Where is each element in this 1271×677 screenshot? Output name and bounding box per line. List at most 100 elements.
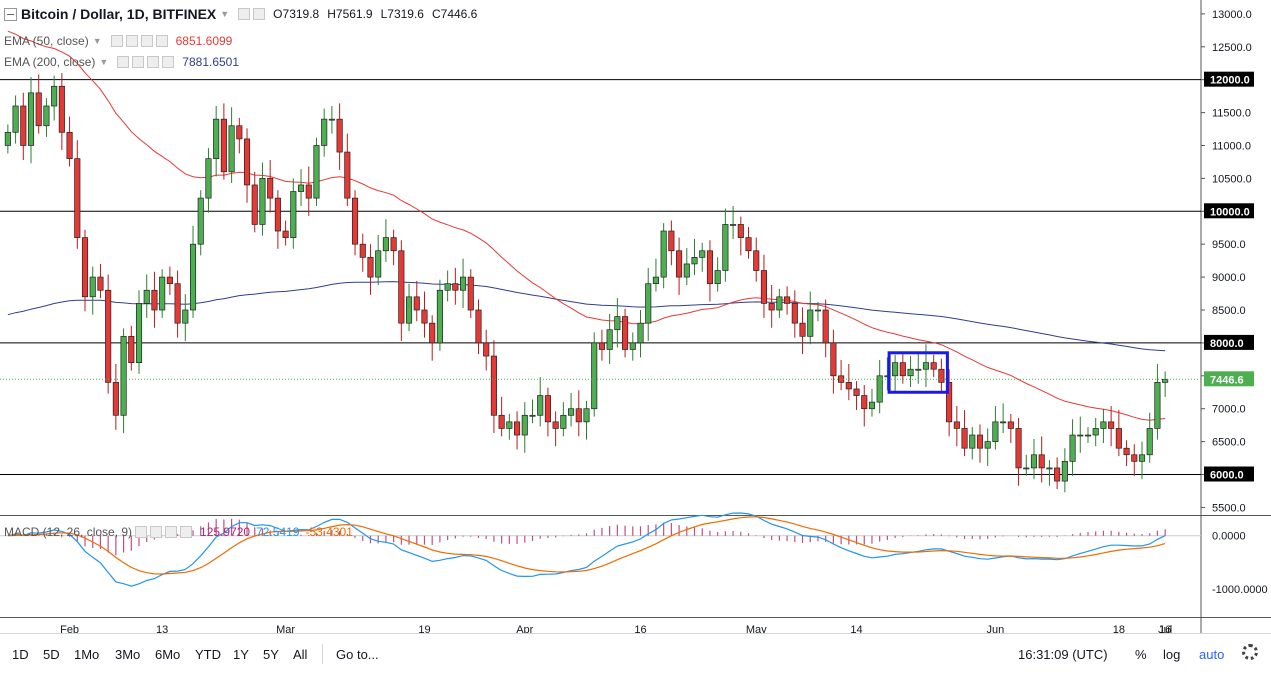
macd-label[interactable]: MACD (12, 26, close, 9)	[4, 525, 133, 539]
goto-button[interactable]: Go to...	[336, 647, 379, 662]
signal-line	[7, 516, 1166, 575]
candle	[560, 402, 567, 437]
ema50-label[interactable]: EMA (50, close)	[4, 34, 89, 48]
candle-body	[1100, 421, 1107, 429]
candle	[506, 413, 513, 440]
candle-body	[799, 322, 806, 337]
candle-body	[1046, 467, 1053, 470]
macd-legend[interactable]: MACD (12, 26, close, 9) 125.9720 72.5419…	[4, 525, 353, 539]
candle	[614, 298, 621, 348]
candle-body	[27, 92, 35, 146]
candle-body	[1162, 378, 1169, 383]
candle	[845, 363, 852, 401]
candle-body	[89, 276, 96, 298]
timeframe-all-button[interactable]: All	[293, 647, 308, 662]
candle	[722, 208, 729, 282]
chevron-down-icon[interactable]: ▼	[92, 36, 102, 46]
timeframe-1y-button[interactable]: 1Y	[233, 647, 249, 662]
close-icon[interactable]	[155, 35, 168, 47]
candle	[930, 354, 937, 378]
candle	[305, 166, 312, 216]
eye-icon[interactable]	[117, 56, 130, 68]
symbol-title[interactable]: Bitcoin / Dollar, 1D, BITFINEX	[21, 6, 217, 22]
gear-icon[interactable]	[132, 56, 145, 68]
candle	[676, 237, 683, 295]
macd-tick-label: -1000.0000	[1212, 584, 1268, 596]
candle-body	[544, 395, 551, 423]
candle-body	[328, 118, 335, 121]
candle-body	[351, 197, 359, 245]
candle-body	[1092, 428, 1099, 436]
ema50-line	[7, 30, 1166, 421]
candle	[58, 73, 65, 151]
collapse-icon[interactable]	[4, 7, 17, 21]
settings-gear-icon[interactable]	[1242, 644, 1258, 660]
close-icon[interactable]	[180, 526, 193, 538]
gear-icon[interactable]	[125, 35, 138, 47]
ema50-legend[interactable]: EMA (50, close) ▼ 6851.6099	[4, 34, 232, 48]
candle	[537, 377, 544, 427]
highlight-box	[887, 351, 949, 394]
plus-icon[interactable]	[165, 526, 178, 538]
chevron-down-icon[interactable]: ▼	[220, 9, 230, 19]
candle-body	[1000, 421, 1007, 424]
settings-icon[interactable]	[253, 8, 266, 20]
timeframe-ytd-button[interactable]: YTD	[195, 647, 221, 662]
candle-body	[992, 421, 999, 442]
candle	[946, 369, 953, 437]
candle-body	[236, 125, 243, 140]
timeframe-3mo-button[interactable]: 3Mo	[115, 647, 141, 662]
candle-body	[197, 197, 204, 245]
candle	[830, 329, 837, 394]
ema200-label[interactable]: EMA (200, close)	[4, 55, 96, 69]
visibility-icon[interactable]	[238, 8, 251, 20]
candle	[213, 106, 220, 177]
candle-body	[359, 243, 366, 258]
gear-icon[interactable]	[150, 526, 163, 538]
candle-body	[699, 250, 706, 258]
price-tick-label: 12500.0	[1212, 42, 1252, 54]
timeframe-5y-button[interactable]: 5Y	[263, 647, 279, 662]
candle	[166, 266, 173, 295]
ema200-legend[interactable]: EMA (200, close) ▼ 7881.6501	[4, 55, 239, 69]
plus-icon[interactable]	[140, 35, 153, 47]
candle	[668, 220, 675, 266]
plus-icon[interactable]	[147, 56, 160, 68]
close-icon[interactable]	[162, 56, 175, 68]
percent-toggle[interactable]: %	[1135, 647, 1147, 662]
candle-body	[645, 283, 652, 324]
candle-body	[753, 250, 760, 271]
candle	[436, 279, 443, 351]
candle-body	[892, 362, 899, 377]
candle-body	[984, 441, 991, 449]
candle	[174, 270, 181, 338]
price-tick-label: 6500.0	[1212, 437, 1246, 449]
candle-body	[120, 335, 127, 416]
eye-icon[interactable]	[135, 526, 148, 538]
low-label: L	[380, 7, 388, 21]
timeframe-5d-button[interactable]: 5D	[43, 647, 60, 662]
chevron-down-icon[interactable]: ▼	[99, 57, 109, 67]
timeframe-1mo-button[interactable]: 1Mo	[74, 647, 100, 662]
candle	[861, 385, 868, 427]
candle-body	[938, 368, 945, 383]
candle-body	[336, 118, 343, 153]
candle-body	[367, 257, 374, 278]
candle-body	[112, 382, 119, 416]
eye-icon[interactable]	[110, 35, 123, 47]
candle-body	[344, 151, 351, 199]
candle-body	[838, 375, 845, 383]
candle	[660, 223, 667, 289]
timeframe-6mo-button[interactable]: 6Mo	[155, 647, 181, 662]
log-toggle[interactable]: log	[1163, 647, 1181, 662]
candle-body	[174, 283, 181, 324]
timeframe-1d-button[interactable]: 1D	[12, 647, 29, 662]
candle-body	[166, 276, 173, 285]
candle	[444, 270, 451, 302]
open-value: 7319.8	[282, 7, 320, 21]
candle	[105, 274, 112, 394]
candle-body	[498, 414, 505, 429]
candle	[1061, 448, 1068, 493]
auto-toggle[interactable]: auto	[1199, 647, 1225, 662]
